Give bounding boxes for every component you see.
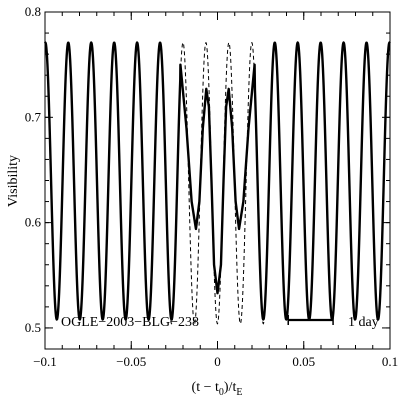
x-axis-title-part-2: )/t [224, 380, 237, 395]
y-axis-title: Visibility [6, 155, 21, 207]
y-tick-label: 0.5 [25, 320, 41, 335]
plot-area [43, 41, 391, 325]
x-tick-label: 0.1 [382, 354, 398, 369]
x-tick-label: −0.05 [116, 354, 146, 369]
scale-bar-label: 1 day [348, 315, 379, 330]
x-axis-title-sub-1: 0 [219, 387, 224, 398]
event-name-label: OGLE−2003−BLG−238 [61, 315, 199, 330]
x-tick-label: −0.1 [33, 354, 57, 369]
y-tick-label: 0.8 [25, 4, 41, 19]
x-tick-label: 0.05 [292, 354, 315, 369]
x-axis-title-sub-2: E [236, 387, 242, 398]
x-axis-title: (t − t0)/tE [192, 380, 243, 398]
x-tick-label: 0 [214, 354, 221, 369]
axis-ticks: −0.1 −0.05 0 0.05 0.1 0.5 0.6 0.7 0.8 [25, 4, 398, 369]
solid-series-line [43, 41, 391, 321]
dashed-series-line [151, 41, 284, 325]
x-axis-title-part-1: (t − t [192, 380, 219, 395]
y-tick-label: 0.7 [25, 109, 42, 124]
y-tick-label: 0.6 [25, 215, 42, 230]
